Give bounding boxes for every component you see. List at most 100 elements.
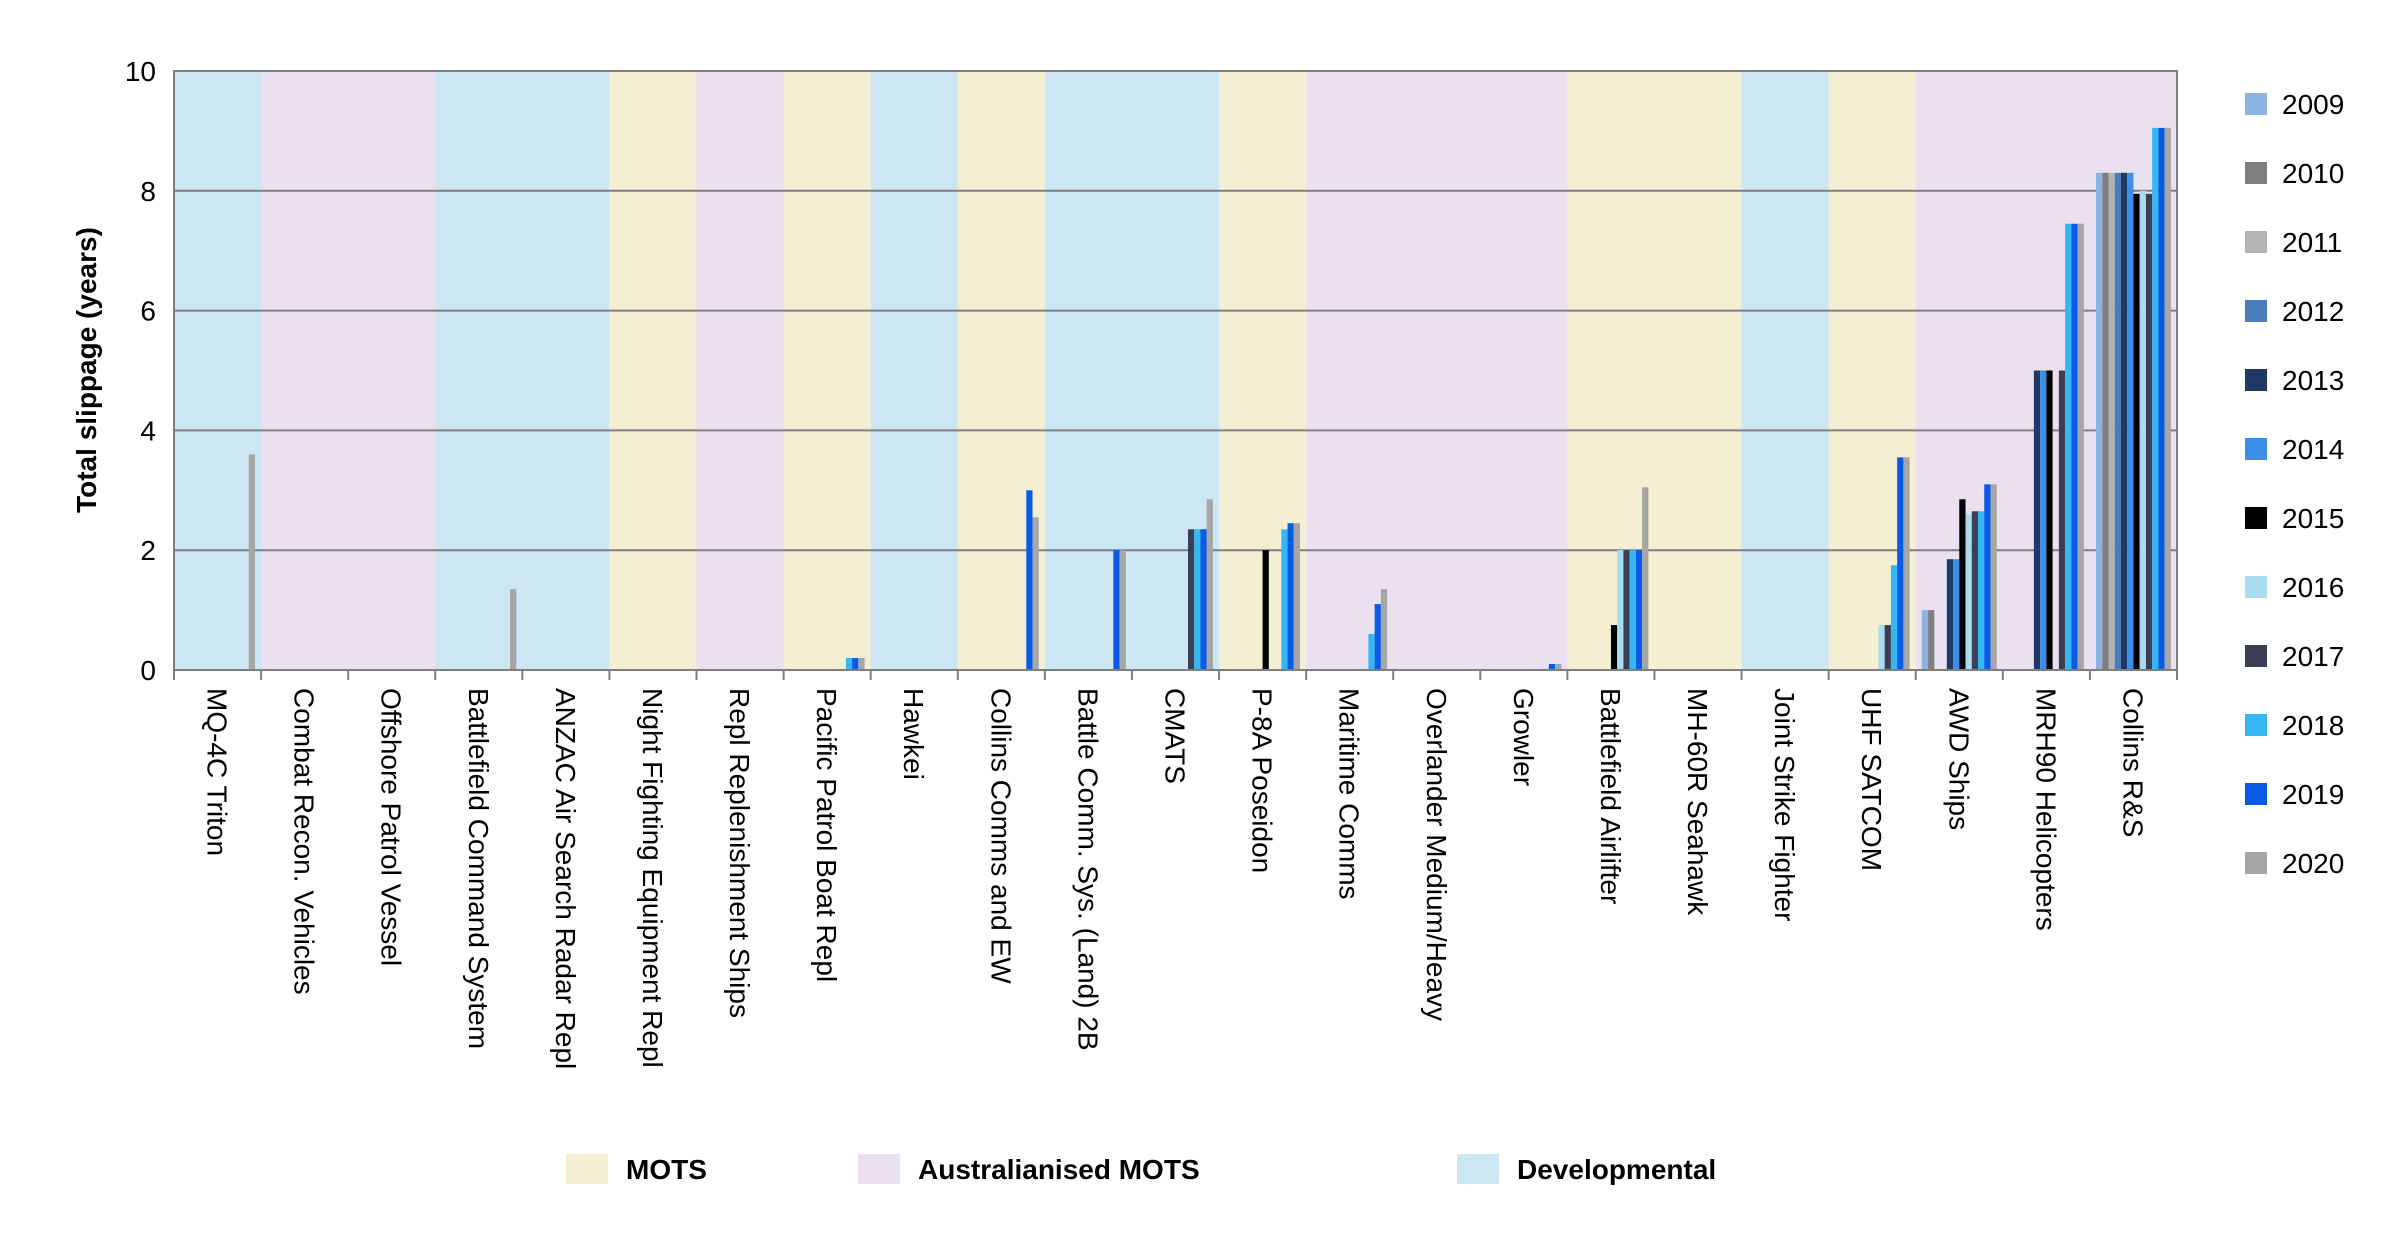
bar	[1953, 559, 1960, 670]
legend-swatch	[2245, 783, 2267, 805]
bar	[1884, 625, 1891, 670]
bar	[1380, 589, 1388, 670]
legend-label: 2016	[2282, 572, 2344, 603]
bar	[1978, 511, 1985, 670]
legend-swatch	[2245, 162, 2267, 184]
bar	[2127, 172, 2134, 670]
bars	[248, 127, 2171, 671]
bar	[2164, 127, 2171, 670]
y-tick-label: 0	[140, 655, 156, 686]
axes	[173, 70, 2178, 680]
bar	[852, 658, 859, 670]
band-legend-swatch	[1457, 1154, 1499, 1184]
category-band	[1480, 71, 1568, 670]
category-label: Maritime Comms	[1334, 688, 1365, 900]
legend-swatch	[2245, 231, 2267, 253]
bar	[1990, 484, 1997, 670]
legend-swatch	[2245, 852, 2267, 874]
band-legend-label: Australianised MOTS	[918, 1154, 1200, 1185]
legend-label: 2014	[2282, 434, 2344, 465]
category-label: P-8A Poseidon	[1247, 688, 1278, 873]
category-labels: MQ-4C Triton Combat Recon. Vehicles Offsho…	[202, 688, 2149, 1069]
category-band	[174, 71, 262, 670]
bar	[1928, 610, 1935, 670]
bar	[1368, 634, 1375, 670]
bar	[2077, 223, 2084, 670]
category-label: Combat Recon. Vehicles	[289, 688, 320, 995]
bar	[1281, 529, 1288, 670]
bar	[1610, 625, 1618, 670]
bar	[2096, 172, 2103, 670]
category-band	[696, 71, 785, 670]
category-band	[1306, 71, 1394, 670]
category-band	[1741, 71, 1830, 670]
category-band	[783, 71, 872, 670]
bar	[1629, 550, 1636, 670]
category-label: Offshore Patrol Vessel	[376, 688, 407, 966]
category-label: Collins R&S	[2117, 688, 2148, 837]
bar	[510, 589, 517, 670]
category-label: Pacific Patrol Boat Repl	[811, 688, 842, 982]
bar	[2071, 223, 2078, 670]
y-tick-label: 4	[140, 415, 156, 446]
category-label: Battle Comm. Sys. (Land) 2B	[1072, 688, 1103, 1051]
y-tick-labels: 0 2 4 6 8 10	[125, 56, 156, 686]
bar	[1113, 550, 1120, 670]
bar	[1194, 529, 1201, 670]
category-band	[348, 71, 436, 670]
bar	[1965, 514, 1972, 670]
bar	[248, 454, 255, 670]
bar	[2102, 172, 2109, 670]
bar	[1897, 457, 1904, 670]
category-label: UHF SATCOM	[1856, 688, 1887, 871]
legend-swatch	[2245, 645, 2267, 667]
series-legend: 2009 2010 2011 2012 2013 2014 2015 2016 2017 2018…	[2245, 89, 2344, 879]
category-band	[1654, 71, 1743, 670]
category-label: Hawkei	[898, 688, 929, 780]
category-band	[1393, 71, 1481, 670]
category-label: Battlefield Command System	[463, 688, 494, 1049]
y-axis-label: Total slippage (years)	[71, 227, 102, 513]
bar	[1984, 484, 1991, 670]
bar	[2033, 370, 2041, 670]
category-label: Joint Strike Fighter	[1769, 688, 1800, 921]
legend-label: 2020	[2282, 848, 2344, 879]
bar	[2040, 370, 2047, 670]
bar	[1206, 499, 1213, 670]
bar	[2145, 193, 2153, 671]
category-label: Collins Comms and EW	[985, 688, 1016, 984]
bar	[1617, 550, 1624, 670]
legend-label: 2015	[2282, 503, 2344, 534]
legend-label: 2012	[2282, 296, 2344, 327]
bar	[1374, 604, 1381, 670]
y-tick-label: 6	[140, 296, 156, 327]
bar	[1200, 529, 1207, 670]
y-tick-label: 10	[125, 56, 156, 87]
legend-swatch	[2245, 576, 2267, 598]
bar	[1262, 550, 1269, 670]
plot-border	[173, 70, 2178, 671]
bar	[1548, 664, 1556, 670]
category-label: MH-60R Seahawk	[1682, 688, 1713, 916]
category-label: AWD Ships	[1943, 688, 1974, 830]
legend-label: 2010	[2282, 158, 2344, 189]
bar	[1642, 487, 1649, 670]
band-legend-label: Developmental	[1517, 1154, 1716, 1185]
bar	[1959, 499, 1966, 670]
bar	[1903, 457, 1910, 670]
band-legend: MOTS Australianised MOTS Developmental	[566, 1154, 1716, 1185]
category-band	[609, 71, 698, 670]
bar	[1946, 559, 1954, 670]
bar	[1635, 550, 1643, 670]
bar	[1555, 664, 1562, 670]
legend-label: 2013	[2282, 365, 2344, 396]
category-label: MRH90 Helicopters	[2030, 688, 2061, 931]
bar	[2108, 172, 2115, 670]
y-tick-label: 8	[140, 176, 156, 207]
y-tick-label: 2	[140, 535, 156, 566]
bar	[2058, 370, 2066, 670]
legend-swatch	[2245, 714, 2267, 736]
category-label: Battlefield Airlifter	[1595, 688, 1626, 904]
bar	[1287, 523, 1294, 670]
